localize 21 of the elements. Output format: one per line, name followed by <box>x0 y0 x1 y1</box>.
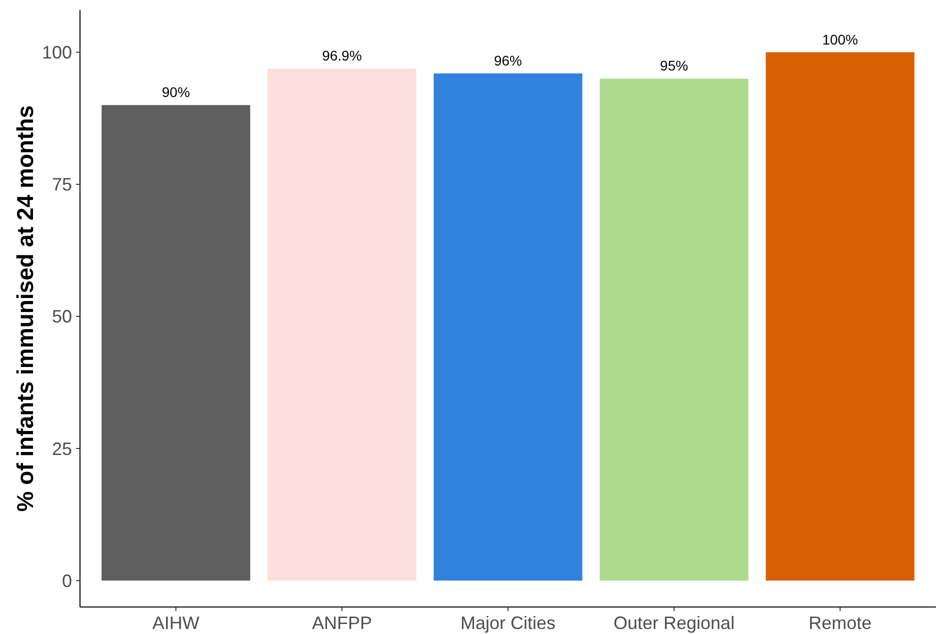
y-tick-label: 50 <box>52 306 72 327</box>
y-tick-label: 0 <box>62 570 72 591</box>
bar <box>268 68 416 581</box>
data-label: 95% <box>660 58 688 74</box>
data-label: 90% <box>162 84 190 100</box>
data-label: 96.9% <box>322 48 362 64</box>
x-tick-label: Major Cities <box>460 613 556 633</box>
y-tick-label: 75 <box>52 174 72 195</box>
bar <box>766 52 914 581</box>
x-tick-label: AIHW <box>152 613 200 633</box>
y-tick-label: 100 <box>42 42 72 63</box>
data-label: 100% <box>822 31 858 48</box>
x-tick-label: Outer Regional <box>614 613 735 633</box>
x-tick-label: ANFPP <box>312 613 372 633</box>
y-tick-label: 25 <box>52 438 72 459</box>
bar <box>102 105 250 581</box>
data-label: 96% <box>494 52 522 68</box>
bar <box>600 78 748 581</box>
y-axis-title: % of infants immunised at 24 months <box>12 105 38 512</box>
bar <box>434 73 582 581</box>
x-tick-label: Remote <box>808 613 872 633</box>
